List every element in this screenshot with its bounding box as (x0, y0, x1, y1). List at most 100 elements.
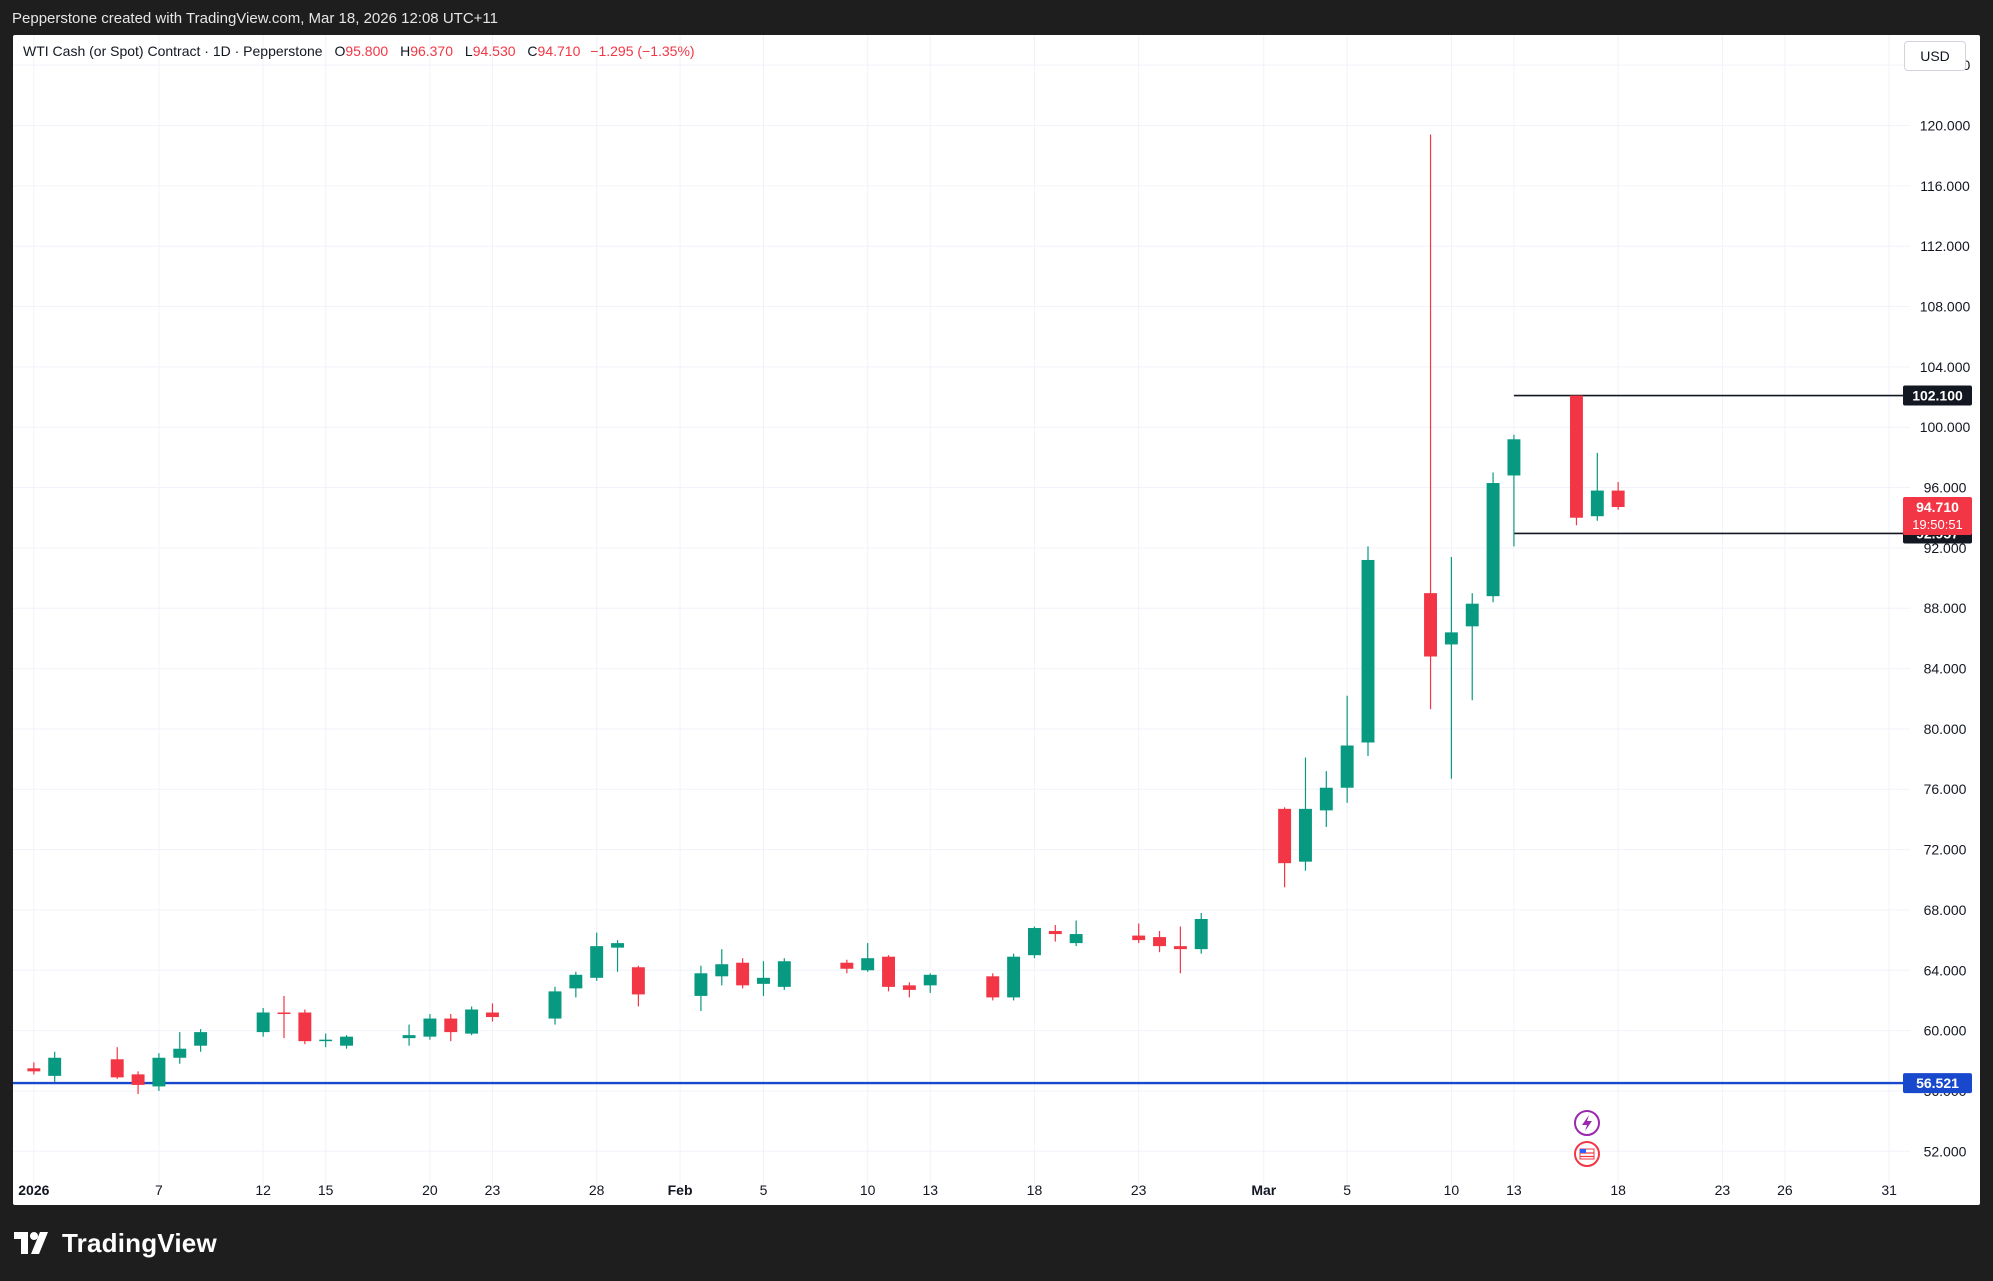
candle (194, 1029, 208, 1052)
candle (402, 1024, 416, 1046)
candle (1569, 395, 1583, 526)
x-tick-label: 5 (760, 1182, 768, 1198)
candle (1298, 757, 1312, 871)
candle-body (548, 991, 562, 1019)
candle (1153, 931, 1167, 953)
candle-body (1569, 395, 1583, 518)
y-tick-label: 64.000 (1924, 962, 1967, 978)
low-label: L (464, 43, 473, 59)
level-label-text: 102.100 (1912, 388, 1963, 404)
candle-body (1069, 934, 1083, 944)
y-tick-label: 72.000 (1924, 842, 1967, 858)
level-label-bg (1903, 385, 1972, 406)
candle-body (1278, 808, 1292, 864)
candle (715, 949, 729, 986)
x-tick-label: 20 (422, 1182, 438, 1198)
currency-button[interactable]: USD (1904, 41, 1966, 71)
y-tick-label: 112.000 (1920, 238, 1970, 254)
candle-body (194, 1032, 208, 1046)
lightning-event-icon[interactable] (1574, 1110, 1600, 1136)
candle-body (840, 962, 854, 969)
candle (1319, 771, 1333, 827)
candle (110, 1047, 124, 1079)
candle (131, 1071, 145, 1094)
candle (1424, 134, 1438, 710)
candle-body (465, 1009, 479, 1034)
candle-body (1361, 559, 1375, 743)
chart-caption: Pepperstone created with TradingView.com… (12, 10, 498, 27)
candle (923, 973, 937, 993)
candle-body (611, 943, 625, 948)
candles (27, 134, 1625, 1094)
candle (485, 1003, 499, 1022)
candle (694, 965, 708, 1011)
candle (1007, 953, 1021, 1001)
candle-body (1298, 808, 1312, 862)
candle (1278, 807, 1292, 888)
last-price-value: 94.710 (1916, 499, 1959, 515)
candle-body (986, 976, 1000, 998)
footer-brand: TradingView (62, 1227, 217, 1258)
candle-body (402, 1035, 416, 1039)
candle-body (1194, 918, 1208, 950)
y-tick-label: 92.000 (1924, 540, 1967, 556)
candle-body (319, 1039, 333, 1042)
candle (1361, 546, 1375, 757)
us-flag-event-icon[interactable] (1574, 1141, 1600, 1167)
candle-body (1590, 490, 1604, 517)
level-label: 102.100 (1903, 385, 1972, 406)
y-tick-label: 84.000 (1924, 661, 1967, 677)
event-markers (1574, 1110, 1600, 1167)
candle-body (756, 977, 770, 984)
close-label: C (527, 43, 538, 59)
candle (1465, 593, 1479, 701)
candle (569, 971, 583, 998)
candle-body (173, 1048, 187, 1058)
candle-body (736, 962, 750, 986)
candle-body (1465, 603, 1479, 627)
candle (1611, 481, 1625, 510)
candle-body (256, 1012, 270, 1033)
candle-body (298, 1012, 312, 1042)
candle-body (110, 1059, 124, 1078)
candle-body (715, 964, 729, 977)
x-tick-label: 10 (1444, 1182, 1460, 1198)
x-tick-label: 26 (1777, 1182, 1793, 1198)
candle-body (1424, 593, 1438, 657)
candle (756, 961, 770, 996)
candle-body (48, 1057, 62, 1076)
candle-body (1486, 483, 1500, 597)
candle-body (1611, 490, 1625, 508)
candle-body (27, 1068, 41, 1072)
symbol-name[interactable]: WTI Cash (or Spot) Contract · 1D · Peppe… (23, 43, 323, 59)
candle-body (569, 974, 583, 989)
y-tick-label: 116.000 (1920, 178, 1970, 194)
candle-body (631, 967, 645, 995)
change-value: −1.295 (−1.35%) (590, 43, 695, 59)
candle-body (1007, 956, 1021, 998)
x-tick-label: Feb (668, 1182, 693, 1198)
price-chart[interactable]: 52.00056.00060.00064.00068.00072.00076.0… (13, 35, 1980, 1205)
candle (986, 973, 1000, 1001)
candle (631, 965, 645, 1007)
tradingview-logo[interactable]: TradingView (14, 1226, 217, 1260)
candle (152, 1053, 166, 1091)
y-tick-label: 100.000 (1920, 419, 1971, 435)
candle (882, 955, 896, 992)
candle-body (340, 1036, 354, 1046)
y-tick-label: 80.000 (1924, 721, 1967, 737)
chart-panel[interactable]: 52.00056.00060.00064.00068.00072.00076.0… (13, 35, 1980, 1205)
candle (1173, 926, 1187, 974)
candle (1590, 452, 1604, 521)
candle-body (485, 1012, 499, 1018)
candle-body (152, 1057, 166, 1087)
candle (548, 986, 562, 1025)
candle (256, 1007, 270, 1037)
open-value: 95.800 (345, 43, 389, 59)
candle-body (902, 985, 916, 990)
x-tick-label: 28 (589, 1182, 605, 1198)
x-tick-label: 7 (155, 1182, 163, 1198)
candle-body (590, 946, 604, 978)
last-price-bg (1903, 497, 1972, 536)
